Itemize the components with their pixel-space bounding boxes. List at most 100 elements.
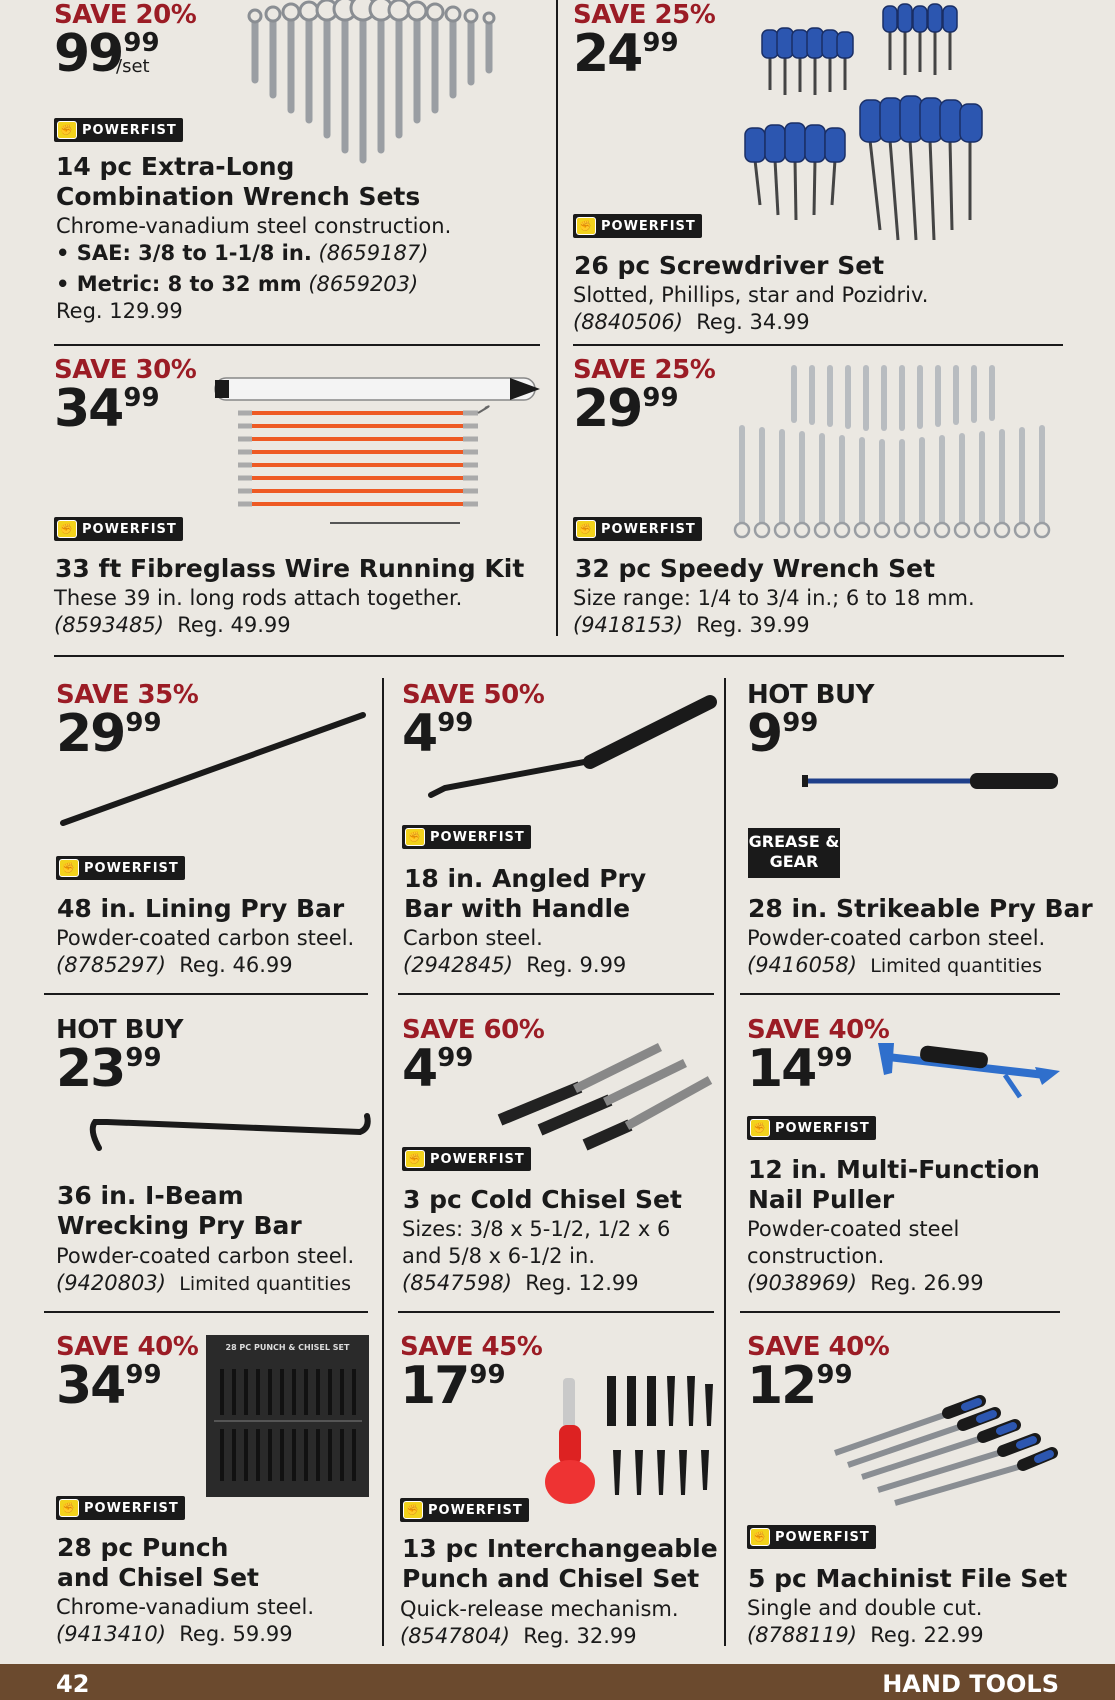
fist-icon: ✊	[403, 1501, 423, 1519]
price: 9999 /set	[54, 24, 160, 84]
grease-and-gear-logo: GREASE & GEAR	[748, 828, 840, 878]
section-divider	[54, 655, 1064, 657]
powerfist-logo: ✊ POWERFIST	[400, 1498, 529, 1522]
fist-icon: ✊	[576, 217, 596, 235]
price: 3499	[56, 1356, 162, 1416]
wrecking-bar-image	[89, 1113, 371, 1151]
product-description: Chrome-vanadium steel. (9413410) Reg. 59…	[56, 1595, 314, 1646]
page-number: 42	[56, 1670, 90, 1698]
row-divider	[740, 993, 1060, 995]
fist-icon: ✊	[750, 1528, 770, 1546]
powerfist-logo: ✊ POWERFIST	[54, 517, 183, 541]
powerfist-logo: ✊ POWERFIST	[747, 1525, 876, 1549]
powerfist-logo: ✊ POWERFIST	[573, 517, 702, 541]
product-description: Single and double cut. (8788119) Reg. 22…	[747, 1596, 984, 1647]
file-set-image	[834, 1395, 1058, 1506]
wire-kit-image	[214, 377, 540, 524]
price: 2999	[56, 704, 162, 764]
strikeable-pry-bar-image	[802, 773, 1058, 789]
cold-chisel-image	[497, 1042, 713, 1151]
screwdriver-set-image	[744, 3, 983, 241]
save-label: SAVE 45%	[400, 1332, 543, 1362]
row-divider	[398, 1311, 714, 1313]
product-description: Powder-coated carbon steel. (9416058) Li…	[747, 926, 1046, 977]
pry-bar-image	[60, 712, 366, 826]
product-title: 5 pc Machinist File Set	[748, 1564, 1068, 1593]
nail-puller-image	[878, 1043, 1060, 1099]
powerfist-logo: ✊ POWERFIST	[54, 118, 183, 142]
angled-pry-bar-image	[428, 695, 717, 798]
save-label: SAVE 50%	[402, 680, 545, 710]
price: 3499	[54, 379, 160, 439]
product-title: 36 in. I-Beam Wrecking Pry Bar	[57, 1181, 302, 1240]
save-label: SAVE 40%	[56, 1332, 199, 1362]
price: 499	[402, 1039, 474, 1099]
row-divider	[54, 344, 540, 346]
product-description: Powder-coated carbon steel. (8785297) Re…	[56, 926, 355, 977]
powerfist-logo: ✊ POWERFIST	[573, 214, 702, 238]
save-label: SAVE 25%	[573, 0, 716, 30]
powerfist-logo: ✊ POWERFIST	[56, 856, 185, 880]
price: 2999	[573, 379, 679, 439]
powerfist-logo: ✊ POWERFIST	[402, 1147, 531, 1171]
price: 2399	[56, 1039, 162, 1099]
price: 499	[402, 704, 474, 764]
product-title: 28 pc Punch and Chisel Set	[57, 1533, 260, 1592]
interchangeable-punch-image	[545, 1376, 713, 1504]
powerfist-logo: ✊ POWERFIST	[747, 1116, 876, 1140]
product-description: Powder-coated steel construction. (90389…	[747, 1217, 984, 1295]
fist-icon: ✊	[405, 828, 425, 846]
fist-icon: ✊	[57, 520, 77, 538]
case-label: 28 PC PUNCH & CHISEL SET	[225, 1343, 350, 1352]
price: 2499	[573, 24, 679, 84]
hot-buy-label: HOT BUY	[747, 680, 874, 710]
product-description: Slotted, Phillips, star and Pozidriv. (8…	[573, 283, 929, 334]
product-description: Quick-release mechanism. (8547804) Reg. …	[400, 1597, 679, 1648]
column-divider	[382, 678, 384, 1646]
product-description: These 39 in. long rods attach together. …	[54, 586, 463, 637]
fist-icon: ✊	[576, 520, 596, 538]
powerfist-logo: ✊ POWERFIST	[402, 825, 531, 849]
product-title: 18 in. Angled Pry Bar with Handle	[404, 864, 647, 923]
punch-case-image: 28 PC PUNCH & CHISEL SET	[206, 1335, 369, 1497]
fist-icon: ✊	[57, 121, 77, 139]
save-label: SAVE 30%	[54, 355, 197, 385]
fist-icon: ✊	[750, 1119, 770, 1137]
product-title: 33 ft Fibreglass Wire Running Kit	[55, 554, 525, 583]
product-title: 32 pc Speedy Wrench Set	[575, 554, 936, 583]
save-label: SAVE 20%	[54, 0, 197, 30]
save-label: SAVE 25%	[573, 355, 716, 385]
row-divider	[573, 344, 1063, 346]
product-description: Sizes: 3/8 x 5-1/2, 1/2 x 6 and 5/8 x 6-…	[402, 1217, 671, 1295]
row-divider	[398, 993, 714, 995]
product-description: Powder-coated carbon steel. (9420803) Li…	[56, 1244, 355, 1295]
fist-icon: ✊	[59, 859, 79, 877]
save-label: SAVE 40%	[747, 1332, 890, 1362]
page-footer: 42 HAND TOOLS	[0, 1664, 1115, 1700]
product-title: 26 pc Screwdriver Set	[574, 251, 885, 280]
product-description: Carbon steel. (2942845) Reg. 9.99	[403, 926, 627, 977]
price: 1499	[747, 1039, 853, 1099]
row-divider	[44, 993, 368, 995]
fist-icon: ✊	[59, 1499, 79, 1517]
row-divider	[740, 1311, 1060, 1313]
product-title: 48 in. Lining Pry Bar	[57, 894, 345, 923]
column-divider	[724, 678, 726, 1646]
product-title: 13 pc Interchangeable Punch and Chisel Se…	[402, 1534, 718, 1593]
section-title: HAND TOOLS	[882, 1670, 1059, 1698]
price: 1799	[400, 1356, 506, 1416]
save-label: SAVE 60%	[402, 1015, 545, 1045]
save-label: SAVE 35%	[56, 680, 199, 710]
fist-icon: ✊	[405, 1150, 425, 1168]
save-label: SAVE 40%	[747, 1015, 890, 1045]
speedy-wrench-set-image	[733, 365, 1051, 539]
product-title: 12 in. Multi-Function Nail Puller	[748, 1155, 1040, 1214]
row-divider	[44, 1311, 368, 1313]
product-description: Chrome-vanadium steel construction. • SA…	[56, 214, 452, 323]
wrench-set-image	[247, 0, 496, 164]
powerfist-logo: ✊ POWERFIST	[56, 1496, 185, 1520]
price: 1299	[747, 1356, 853, 1416]
product-title: 28 in. Strikeable Pry Bar	[748, 894, 1093, 923]
price: 999	[747, 704, 819, 764]
